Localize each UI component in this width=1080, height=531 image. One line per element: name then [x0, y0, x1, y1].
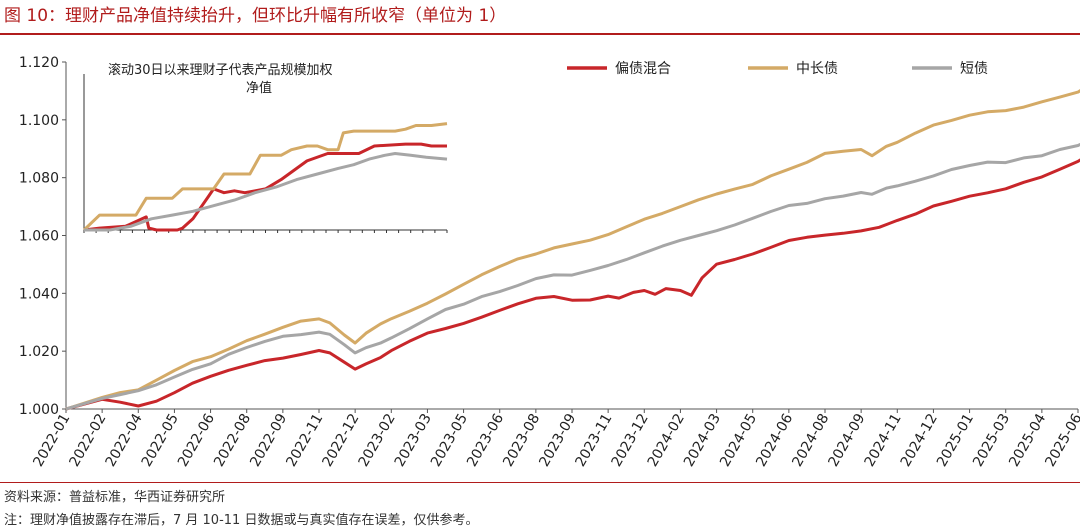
series-line-3 — [65, 142, 1080, 411]
main-line-chart: 1.0001.0201.0401.0601.0801.1001.1202022-… — [19, 55, 1080, 470]
source-note: 资料来源：普益标准，华西证券研究所 — [4, 490, 226, 505]
series-line-1 — [65, 158, 1080, 411]
legend-label: 中长债 — [796, 61, 838, 77]
y-tick-label: 1.080 — [19, 171, 59, 187]
y-tick-label: 1.000 — [19, 402, 59, 418]
title-rule — [0, 33, 1080, 35]
footer-rule — [0, 482, 1080, 483]
footnote: 注：理财净值披露存在滞后，7 月 10-11 日数据或与真实值存在误差，仅供参考… — [4, 513, 479, 528]
y-tick-label: 1.020 — [19, 344, 59, 360]
y-tick-label: 1.120 — [19, 55, 59, 71]
legend-label: 短债 — [960, 61, 988, 77]
inset-title-line: 滚动30日以来理财子代表产品规模加权 — [108, 62, 333, 78]
y-tick-label: 1.060 — [19, 229, 59, 245]
y-tick-label: 1.040 — [19, 286, 59, 302]
inset-series-line-3 — [84, 152, 448, 232]
series-line-2 — [65, 89, 1080, 411]
y-tick-label: 1.100 — [19, 113, 59, 129]
inset-title-line: 净值 — [246, 80, 272, 96]
inset-series-line-1 — [83, 142, 447, 232]
inset-series-line-2 — [82, 122, 448, 232]
figure-title: 图 10：理财产品净值持续抬升，但环比升幅有所收窄（单位为 1） — [4, 6, 507, 26]
legend-label: 偏债混合 — [615, 61, 671, 77]
